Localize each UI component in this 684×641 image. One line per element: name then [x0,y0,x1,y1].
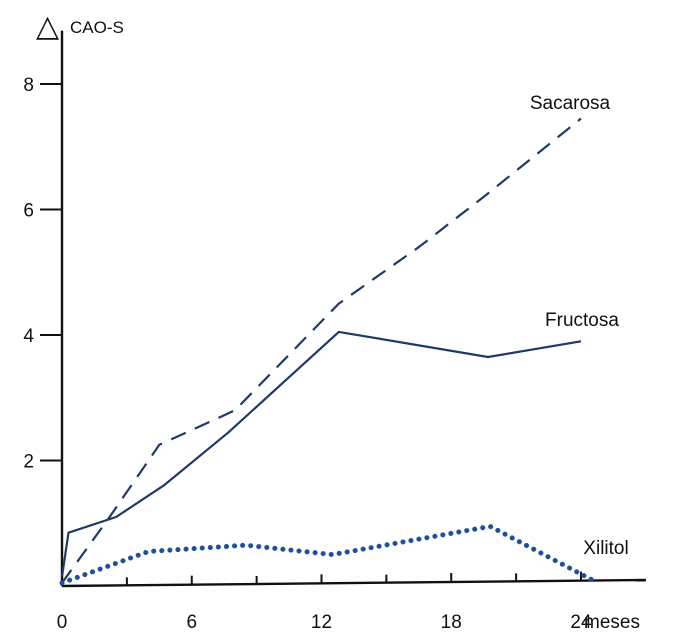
x-tick-label: 12 [311,612,332,633]
series-line-xilitol [59,523,595,586]
series-labels: Sacarosa Fructosa Xilitol [530,93,629,559]
x-tick-label: 0 [57,612,68,633]
x-tick-label: 24 [570,612,592,633]
series-label-fructosa: Fructosa [545,310,619,331]
y-tick-label: 8 [23,75,34,96]
y-axis-title: △ CAO-S [36,10,124,43]
y-tick-label: 2 [23,452,34,473]
y-ticks: 2 4 6 8 [23,75,62,473]
series-lines [59,117,595,586]
series-label-sacarosa: Sacarosa [530,93,611,114]
x-ticks: 0 6 12 18 24 [57,571,592,633]
delta-symbol: △ [36,10,59,43]
x-tick-label: 18 [441,612,462,633]
series-label-xilitol: Xilitol [583,538,628,559]
y-tick-label: 4 [23,326,34,347]
series-line-sacarosa [61,117,582,584]
x-tick-label: 6 [186,612,197,633]
y-tick-label: 6 [23,201,34,222]
series-line-fructosa [60,330,582,577]
x-axis-unit-label: meses [584,612,640,633]
x-axis-line [61,578,646,588]
y-axis-label: CAO-S [70,18,124,37]
